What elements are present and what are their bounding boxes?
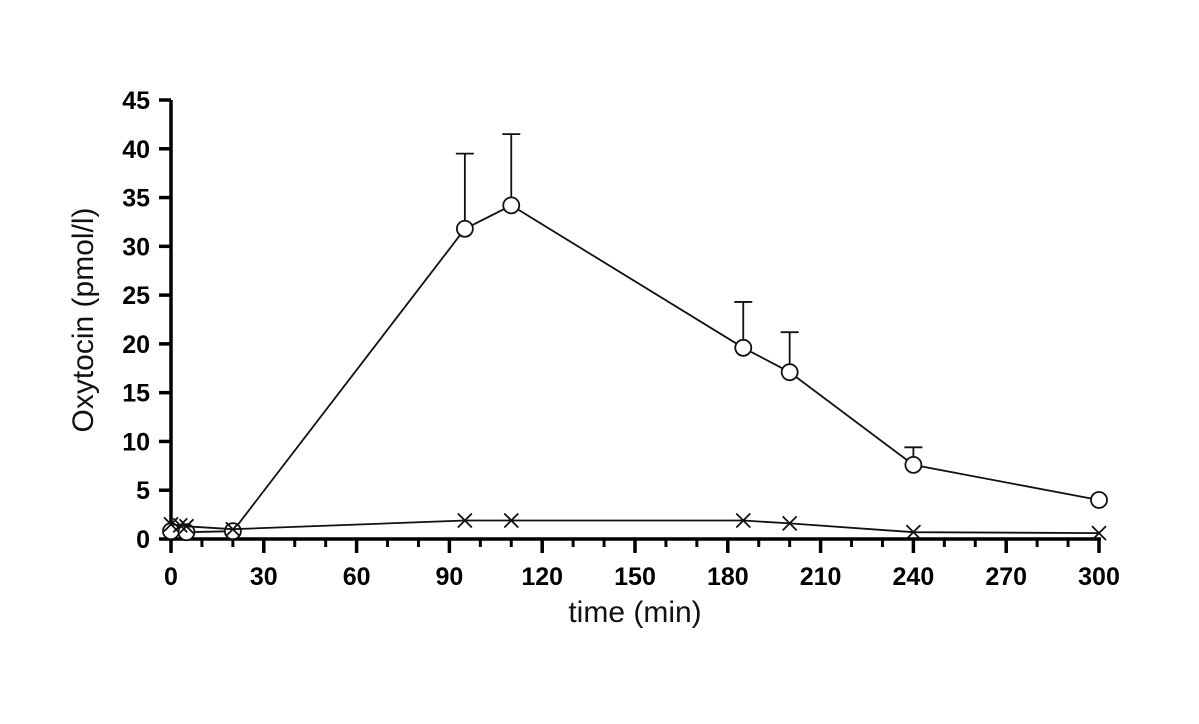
y-tick-label: 25 [122,282,150,310]
x-tick-label: 90 [435,563,463,591]
series-layer [162,133,1108,542]
series-line [170,519,1100,534]
y-tick-label: 35 [122,185,150,213]
x-tick-label: 150 [614,563,656,591]
x-tick-label: 0 [164,563,178,591]
data-point-cross [178,518,195,534]
plot-area: 0 5 10 15 20 25 30 35 40 45 0 30 60 90 120 150 180 210 24… [122,87,1120,591]
y-tick-label: 0 [136,526,150,554]
data-point-circle [455,219,474,238]
data-point-circle [1090,491,1108,509]
data-point-cross [225,521,241,537]
data-point-cross [1091,525,1107,541]
data-point-circle [734,338,753,357]
data-point-circle [223,522,242,541]
y-tick-label: 30 [122,233,150,261]
y-tick-label: 15 [122,380,150,408]
data-point-cross [172,517,188,533]
y-axis-ticks: 0 5 10 15 20 25 30 35 40 45 [122,87,171,554]
y-tick-label: 40 [122,136,150,164]
data-point-circle [780,363,799,382]
x-tick-label: 120 [521,563,563,591]
data-point-cross [735,512,751,529]
data-point-circle [904,455,923,474]
y-tick-label: 20 [122,331,150,359]
data-point-circle [502,196,521,215]
y-tick-label: 5 [136,477,150,505]
x-tick-label: 180 [707,563,749,591]
y-axis-title: Oxytocin (pmol/l) [67,207,100,432]
x-tick-label: 210 [800,563,842,591]
x-tick-label: 30 [250,563,278,591]
data-point-cross [905,524,922,540]
x-tick-label: 240 [893,563,935,591]
series-line [170,204,1100,534]
x-axis-ticks: 0 30 60 90 120 150 180 210 240 270 300 [164,539,1120,591]
x-axis-title: time (min) [568,596,701,629]
series-circle [162,133,1108,542]
data-point-cross [457,512,473,529]
x-tick-label: 270 [985,563,1027,591]
data-point-cross [782,515,798,532]
y-tick-label: 10 [122,428,150,456]
data-point-cross [503,512,519,529]
x-tick-label: 60 [343,563,371,591]
series-cross [163,512,1107,541]
x-tick-label: 300 [1078,563,1120,591]
y-tick-label: 45 [122,87,150,115]
